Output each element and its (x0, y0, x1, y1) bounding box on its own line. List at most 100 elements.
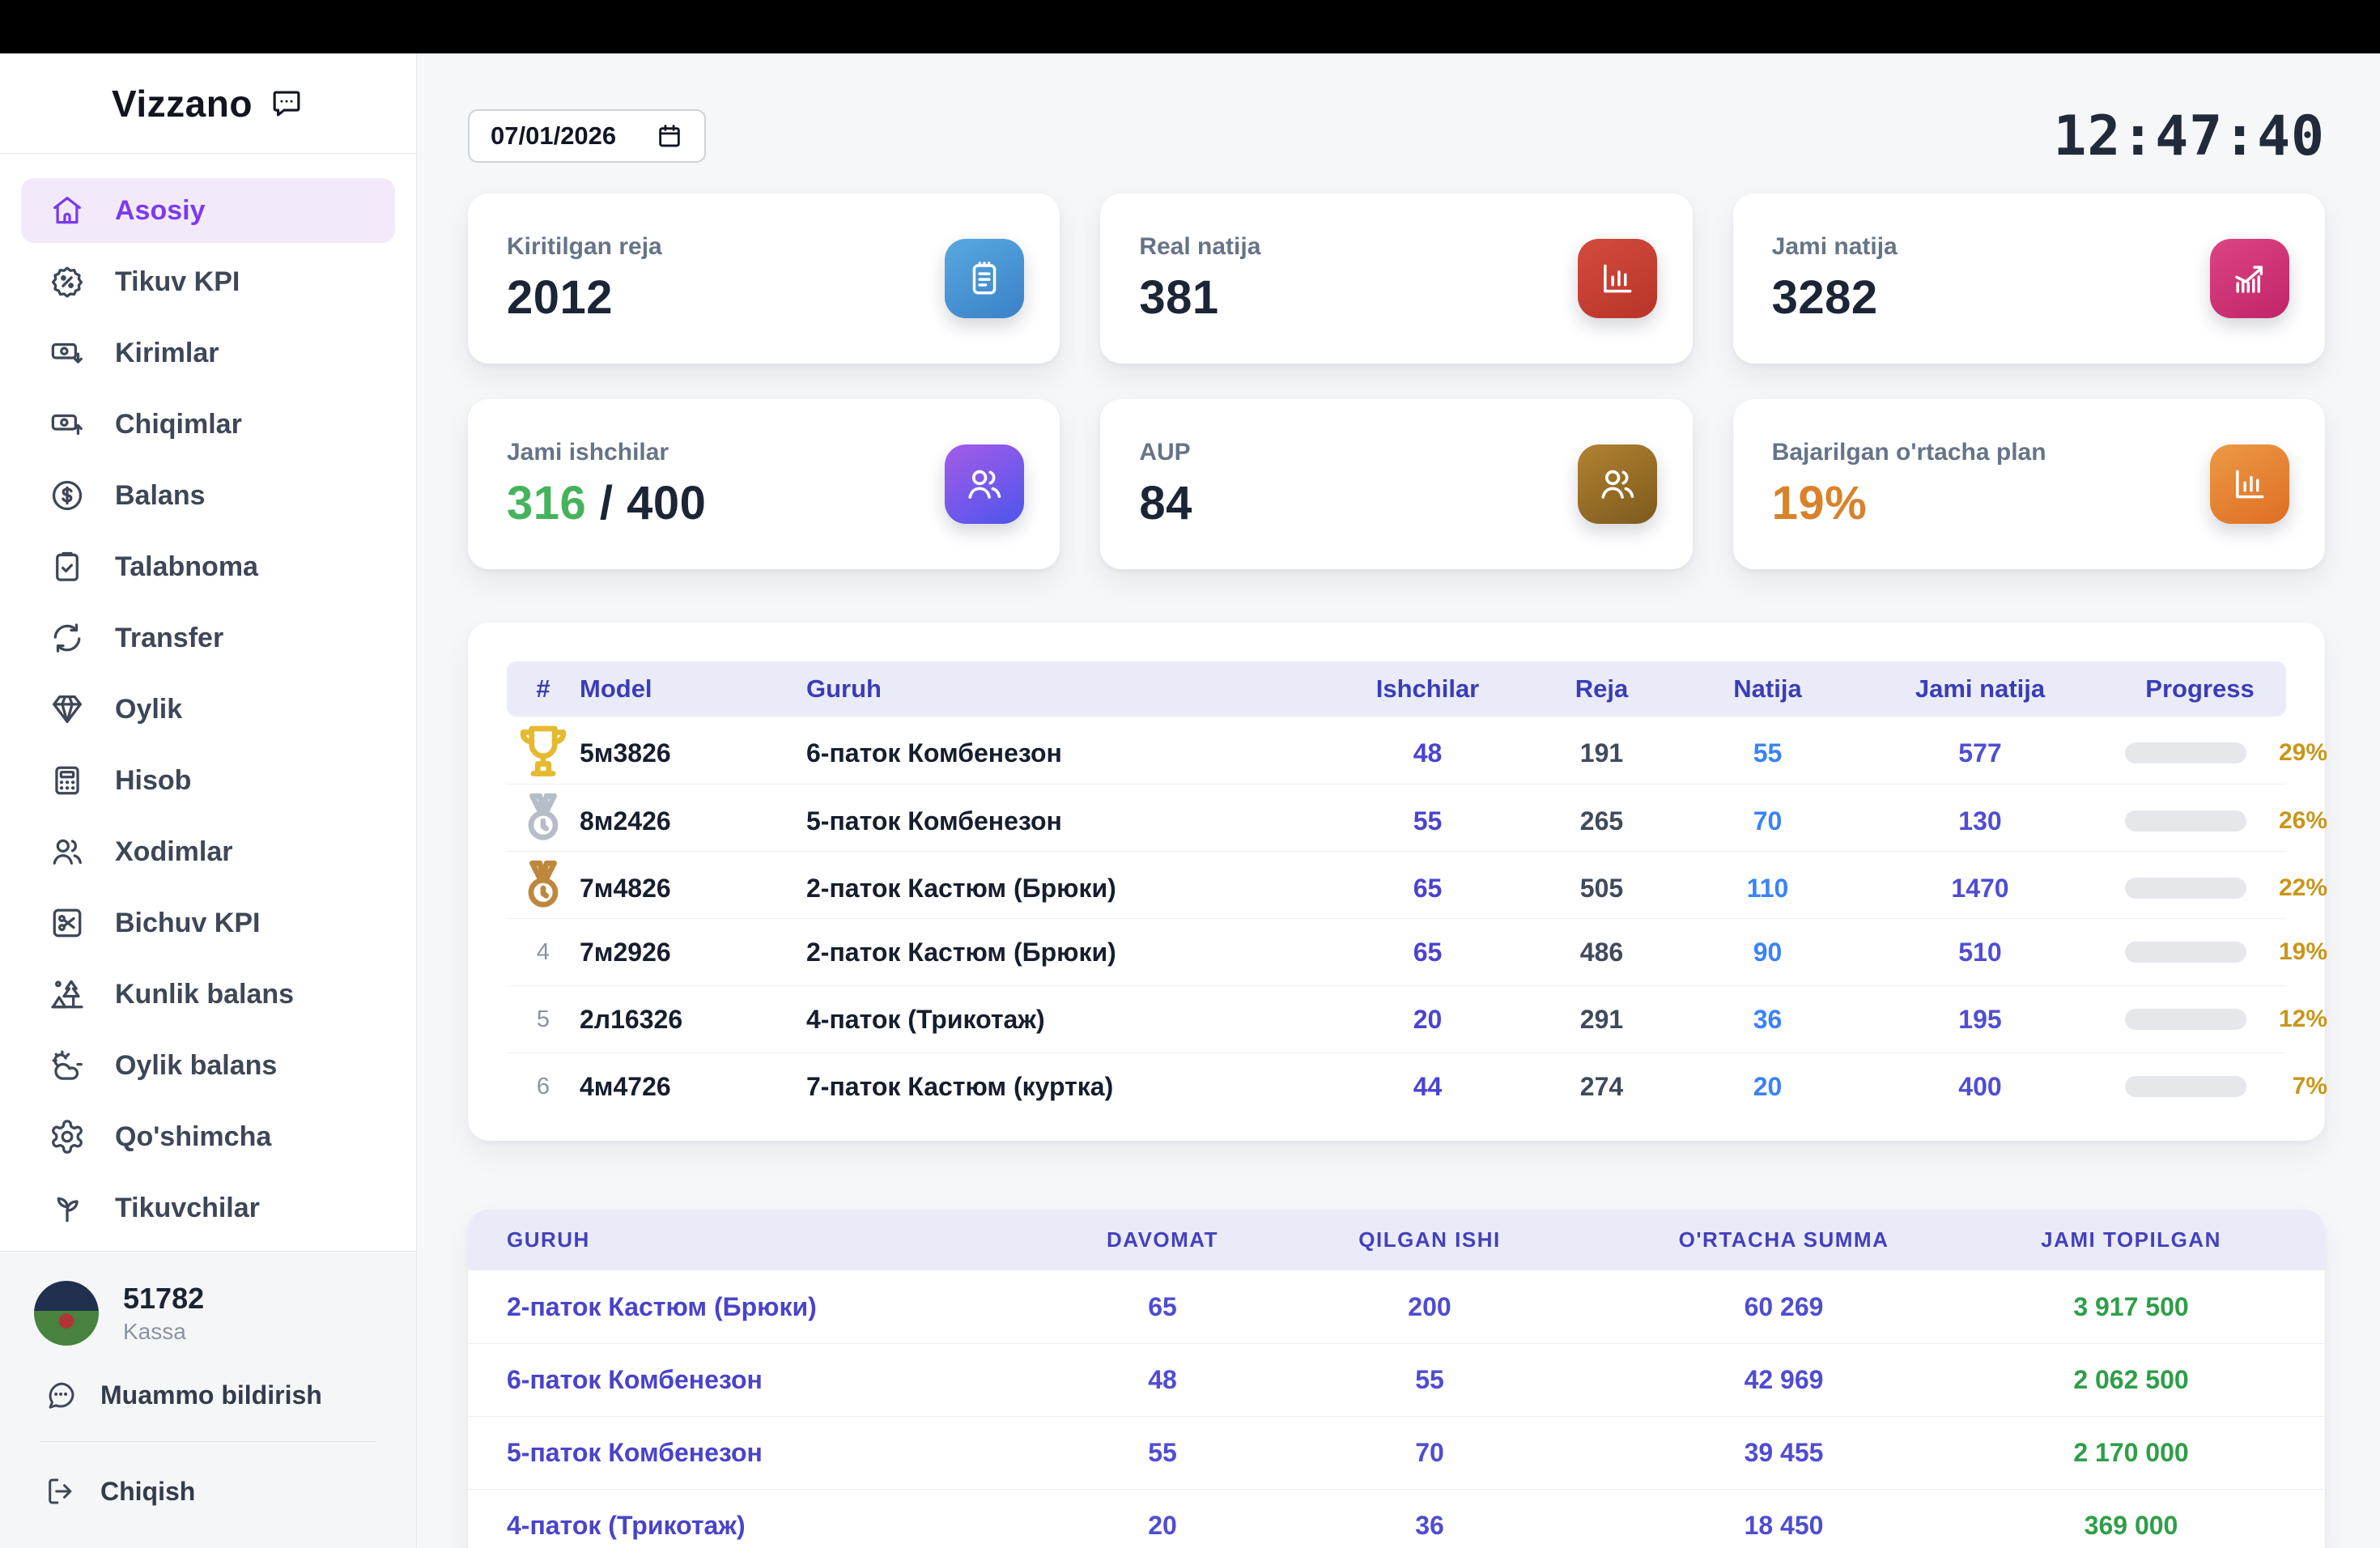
stat-info: Kiritilgan reja 2012 (507, 233, 662, 325)
sidebar-item-transfer[interactable]: Transfer (21, 606, 395, 670)
notepad-icon (945, 239, 1025, 318)
system-top-bar (0, 0, 2380, 53)
sidebar-item-bichuv-kpi[interactable]: Bichuv KPI (21, 891, 395, 955)
sidebar-item-label: Hisob (115, 764, 192, 796)
sidebar-item-label: Talabnoma (115, 551, 258, 582)
model-cell: 2л16326 (580, 1004, 683, 1034)
qilgan-ishi-cell: 200 (1408, 1291, 1451, 1321)
sidebar-item-oylik[interactable]: Oylik (21, 677, 395, 742)
sidebar-item-tikuv-kpi[interactable]: Tikuv KPI (21, 249, 395, 314)
bar-chart-icon (2209, 444, 2289, 524)
cash-out-icon (49, 406, 86, 443)
group-table-body: 2-паток Кастюм (Брюки) 65 200 60 269 3 9… (468, 1270, 2325, 1548)
stat-value: 316 / 400 (507, 476, 707, 529)
ortacha-summa-cell: 60 269 (1744, 1291, 1824, 1321)
bar-chart-icon (1577, 239, 1657, 318)
progress-percent: 29% (2278, 739, 2327, 766)
stat-label: AUP (1139, 438, 1191, 466)
column-header: Progress (2145, 674, 2255, 703)
sidebar-item-label: Tikuv KPI (115, 266, 240, 297)
progress-track (2125, 942, 2246, 963)
sidebar-item-tikuvchilar[interactable]: Tikuvchilar (21, 1176, 395, 1240)
sidebar-item-label: Balans (115, 479, 206, 511)
column-header: Reja (1575, 674, 1629, 703)
column-header: JAMI TOPILGAN (2041, 1227, 2221, 1252)
logout-button[interactable]: Chiqish (34, 1474, 382, 1508)
dollar-circle-icon (49, 477, 86, 514)
sidebar-item-talabnoma[interactable]: Talabnoma (21, 534, 395, 599)
users-icon (945, 444, 1025, 524)
stat-card-jami-natija: Jami natija 3282 (1732, 194, 2325, 364)
sidebar-item-oylik-balans[interactable]: Oylik balans (21, 1033, 395, 1098)
ishchilar-cell: 44 (1413, 1071, 1443, 1101)
tree-icon (49, 976, 86, 1013)
progress-track (2125, 1076, 2246, 1097)
sidebar-item-label: Kunlik balans (115, 978, 295, 1010)
logout-label: Chiqish (100, 1476, 196, 1506)
rank-number: 4 (536, 938, 550, 965)
stat-label: Kiritilgan reja (507, 232, 662, 260)
ishchilar-cell: 65 (1413, 937, 1443, 967)
sidebar-item-xodimlar[interactable]: Xodimlar (21, 819, 395, 884)
report-problem-button[interactable]: Muammo bildirish (34, 1378, 382, 1412)
progress-track (2125, 878, 2246, 899)
table-row: 5-паток Комбенезон 55 70 39 455 2 170 00… (468, 1416, 2325, 1489)
date-picker[interactable]: 07/01/2026 (468, 109, 706, 163)
clock: 12:47:40 (2053, 104, 2325, 168)
rank-number: 5 (536, 1006, 550, 1032)
sidebar-item-hisob[interactable]: Hisob (21, 748, 395, 813)
progress-track (2125, 810, 2246, 831)
user-profile[interactable]: 51782 Kassa (34, 1281, 382, 1346)
chat-bubble-icon (44, 1378, 78, 1412)
column-header: # (536, 674, 550, 703)
guruh-cell: 6-паток Комбенезон (806, 738, 1062, 768)
progress-cell: 29% (2114, 739, 2327, 767)
reja-cell: 486 (1579, 937, 1624, 967)
sidebar-item-label: Transfer (115, 622, 224, 653)
sidebar-item-label: Kirimlar (115, 337, 219, 368)
jami-natija-cell: 400 (1958, 1071, 2002, 1101)
table-row: 5м3826 6-паток Комбенезон 48 191 55 577 … (507, 717, 2327, 784)
progress-percent: 22% (2278, 874, 2327, 901)
trophy-icon (507, 717, 580, 789)
production-table-body: 5м3826 6-паток Комбенезон 48 191 55 577 … (507, 717, 2327, 1120)
footer-divider (40, 1441, 376, 1442)
sidebar-item-chiqimlar[interactable]: Chiqimlar (21, 392, 395, 457)
rank-number: 6 (536, 1073, 550, 1099)
sidebar-item-kirimlar[interactable]: Kirimlar (21, 321, 395, 385)
stat-card-jami-ishchilar: Jami ishchilar 316 / 400 (468, 399, 1060, 569)
reja-cell: 274 (1579, 1071, 1624, 1101)
table-row: 6 4м4726 7-паток Кастюм (куртка) 44 274 … (507, 1053, 2327, 1120)
qilgan-ishi-cell: 55 (1415, 1365, 1444, 1394)
rank-cell (507, 717, 580, 789)
jami-natija-cell: 510 (1958, 937, 2002, 967)
progress-percent: 7% (2292, 1073, 2327, 1099)
stat-info: Jami natija 3282 (1772, 233, 1898, 325)
qilgan-ishi-cell: 70 (1415, 1438, 1444, 1467)
sidebar-item-label: Asosiy (115, 194, 206, 226)
group-table-header: GURUH DAVOMAT QILGAN ISHI O'RTACHA SUMMA JAM… (468, 1210, 2325, 1270)
calendar-icon[interactable] (656, 122, 683, 150)
badge-percent-icon (49, 263, 86, 300)
sidebar-item-qo-shimcha[interactable]: Qo'shimcha (21, 1104, 395, 1169)
table-row: 4-паток (Трикотаж) 20 36 18 450 369 000 (468, 1489, 2325, 1548)
guruh-cell: 4-паток (Трикотаж) (507, 1511, 746, 1540)
table-row: 4 7м2926 2-паток Кастюм (Брюки) 65 486 9… (507, 918, 2327, 985)
sidebar-item-balans[interactable]: Balans (21, 463, 395, 528)
sidebar-item-kunlik-balans[interactable]: Kunlik balans (21, 962, 395, 1027)
user-meta: 51782 Kassa (123, 1282, 204, 1345)
users-icon (1577, 444, 1657, 524)
sidebar-item-label: Chiqimlar (115, 408, 242, 440)
sprout-icon (49, 1189, 86, 1227)
sidebar-item-label: Oylik (115, 693, 183, 725)
rank-cell: 6 (507, 1074, 580, 1100)
davomat-cell: 20 (1148, 1511, 1177, 1540)
guruh-cell: 2-паток Кастюм (Брюки) (806, 873, 1116, 903)
progress-percent: 12% (2278, 1006, 2327, 1032)
sidebar-item-label: Tikuvchilar (115, 1192, 260, 1223)
scissors-icon (49, 904, 86, 942)
column-header: Guruh (806, 674, 882, 703)
sidebar-item-asosiy[interactable]: Asosiy (21, 178, 395, 243)
natija-cell: 90 (1753, 937, 1783, 967)
gem-icon (49, 691, 86, 728)
